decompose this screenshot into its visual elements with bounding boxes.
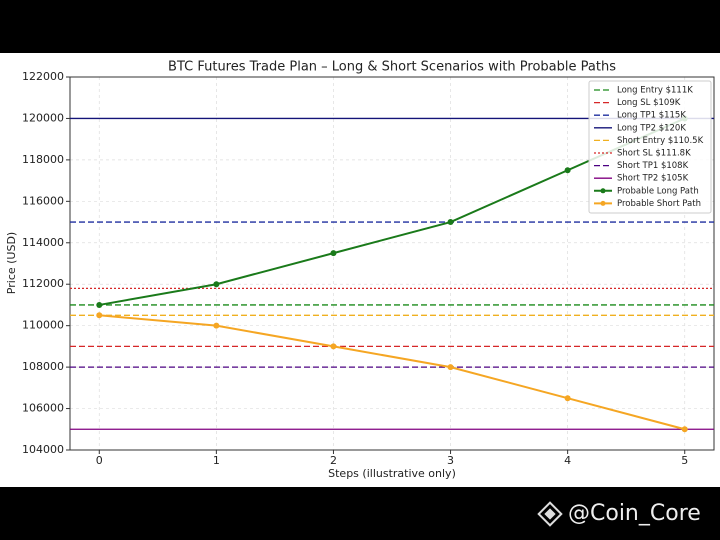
legend-label: Short TP2 $105K	[617, 174, 689, 184]
data-point	[564, 395, 571, 402]
x-tick-label: 1	[213, 454, 220, 467]
legend-label: Probable Short Path	[617, 199, 701, 209]
y-tick-label: 110000	[22, 319, 64, 332]
data-point	[96, 312, 103, 319]
x-tick-label: 4	[564, 454, 571, 467]
y-tick-label: 118000	[22, 153, 64, 166]
legend-label: Long SL $109K	[617, 98, 681, 108]
y-tick-label: 106000	[22, 402, 64, 415]
legend-label: Short SL $111.8K	[617, 149, 691, 159]
series-line	[99, 314, 685, 431]
legend-label: Long Entry $111K	[617, 86, 693, 96]
legend-marker	[600, 188, 606, 194]
data-point	[681, 426, 688, 433]
x-tick-label: 5	[681, 454, 688, 467]
legend-label: Short TP1 $108K	[617, 161, 689, 171]
y-tick-label: 112000	[22, 277, 64, 290]
watermark: @Coin_Core	[568, 501, 701, 526]
data-point	[447, 364, 454, 371]
x-tick-label: 0	[96, 454, 103, 467]
data-point	[447, 219, 454, 226]
x-axis-label: Steps (illustrative only)	[328, 467, 456, 480]
watermark-logo	[537, 501, 563, 527]
legend-label: Probable Long Path	[617, 186, 699, 196]
chart-title: BTC Futures Trade Plan – Long & Short Sc…	[168, 60, 616, 75]
y-tick-label: 120000	[22, 111, 64, 124]
y-tick-label: 104000	[22, 443, 64, 456]
data-point	[213, 281, 220, 288]
x-tick-label: 3	[447, 454, 454, 467]
series-line	[99, 117, 686, 306]
data-point	[330, 250, 337, 257]
legend-label: Long TP1 $115K	[617, 111, 686, 121]
y-axis-label: Price (USD)	[5, 232, 18, 294]
x-tick-label: 2	[330, 454, 337, 467]
y-tick-label: 114000	[22, 236, 64, 249]
legend: Long Entry $111K Long SL $109K Long TP1 $1…	[588, 80, 712, 214]
y-tick-label: 122000	[22, 70, 64, 83]
data-point	[96, 301, 103, 308]
legend-label: Long TP2 $120K	[617, 123, 686, 133]
plot-frame	[69, 76, 715, 451]
legend-marker	[600, 200, 606, 206]
data-point	[330, 343, 337, 350]
y-tick-label: 116000	[22, 194, 64, 207]
data-point	[213, 322, 220, 329]
legend-label: Short Entry $110.5K	[617, 136, 704, 146]
legend-box	[588, 80, 712, 214]
y-tick-label: 108000	[22, 360, 64, 373]
data-point	[564, 167, 571, 174]
